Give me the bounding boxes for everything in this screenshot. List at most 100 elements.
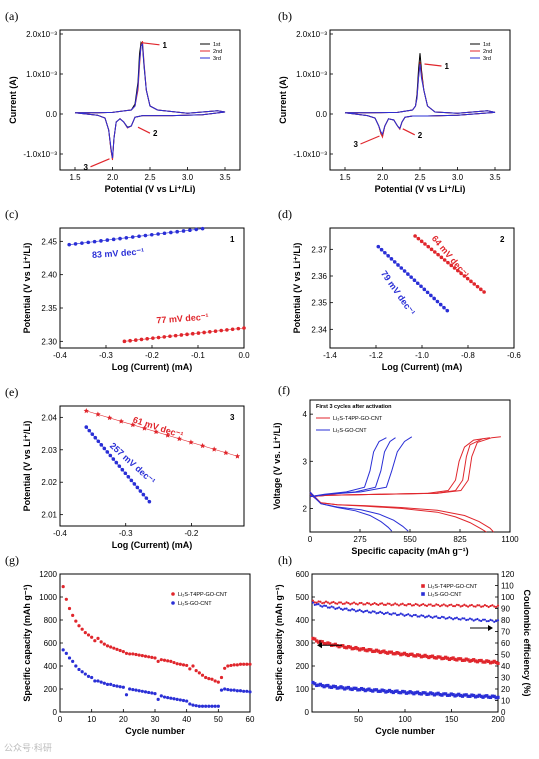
panel-label: (g) [5,553,19,567]
data-point [369,648,373,652]
data-point [421,654,425,658]
y-axis-title: Specific capacity (mAh g⁻¹) [22,584,32,701]
data-point [457,618,460,621]
data-point [178,662,182,666]
data-point [93,679,97,683]
y-right-tick-label: 20 [501,685,510,694]
data-point [322,641,326,646]
data-point [461,617,464,620]
panel-label: (f) [278,383,290,397]
y-tick-label: 2.36 [311,272,327,281]
y-tick-label: 800 [44,616,58,625]
data-point [483,660,487,664]
data-point [315,601,318,604]
data-point [481,660,485,664]
data-point [414,613,417,617]
data-point [466,694,470,698]
data-point [366,601,369,605]
data-point [473,659,478,663]
data-point [313,601,316,604]
data-point [83,672,87,676]
data-point [333,642,337,646]
data-point [468,694,472,698]
data-point [194,669,198,673]
data-point [406,653,410,658]
data-point [197,671,201,675]
data-point [488,695,493,700]
y-right-tick-label: 60 [501,639,510,648]
data-point [343,687,347,691]
data-point [191,703,195,707]
data-point [371,610,374,613]
y-tick-label: 2.04 [41,413,57,422]
data-point [367,611,371,614]
data-point [367,602,371,605]
data-point [248,690,252,694]
data-point [475,694,480,698]
data-point [333,685,337,689]
legend-entry: 3rd [483,56,491,62]
data-point [386,611,389,614]
data-point [418,604,421,607]
data-point [421,691,425,695]
y-right-tick-label: 50 [501,651,510,660]
plot-frame [329,227,515,349]
x-tick-label: 60 [246,715,255,724]
data-point [487,695,491,699]
data-point [373,688,377,692]
legend-entry: Li₂S-GO-CNT [428,592,462,598]
x-tick-label: 2.0 [107,173,119,182]
data-point [159,694,163,698]
data-point [232,688,236,692]
series-line [309,436,413,498]
data-point [483,694,487,698]
data-point [402,690,407,694]
data-point [67,656,72,660]
data-point [332,606,335,609]
data-point [479,658,483,663]
data-point [412,654,416,658]
data-point [399,691,403,695]
data-point [496,661,500,666]
data-point [452,604,455,608]
data-point [99,680,103,684]
data-point [373,601,376,605]
data-point [453,657,457,661]
y-tick-label: 2.30 [41,337,57,346]
data-point [109,645,113,649]
x-axis-title: Log (Current) (mA) [382,362,463,372]
x-tick-label: 50 [354,715,363,724]
data-point [455,658,459,662]
data-point [336,602,339,605]
x-tick-label: 1.5 [339,173,351,182]
data-point [349,609,352,612]
data-point [345,601,348,604]
data-point [485,659,489,663]
data-point [384,612,387,615]
data-point [494,696,498,700]
data-point [412,604,415,607]
data-point [447,657,451,662]
data-point [389,650,394,654]
y-tick-label: 0.0 [46,110,58,119]
panel-label: (c) [5,207,18,221]
data-point [436,655,440,659]
data-point [377,611,380,615]
y-axis-title: Potential (V vs Li⁺/Li) [292,243,302,334]
x-tick-label: 825 [453,535,467,544]
data-point [493,605,496,608]
data-point [392,612,395,615]
y-tick-label: 2.01 [41,511,57,520]
data-point [330,605,333,608]
data-point [375,612,378,615]
legend-entry: Li₂S-T4PP-GO-CNT [428,584,478,590]
data-point [128,687,132,691]
x-tick-label: 3.5 [489,173,501,182]
data-point [416,653,420,657]
data-point [188,667,192,671]
data-point [435,615,438,618]
data-point [425,615,429,618]
data-point [178,698,182,702]
legend-swatch [421,592,425,596]
data-point [466,618,470,621]
